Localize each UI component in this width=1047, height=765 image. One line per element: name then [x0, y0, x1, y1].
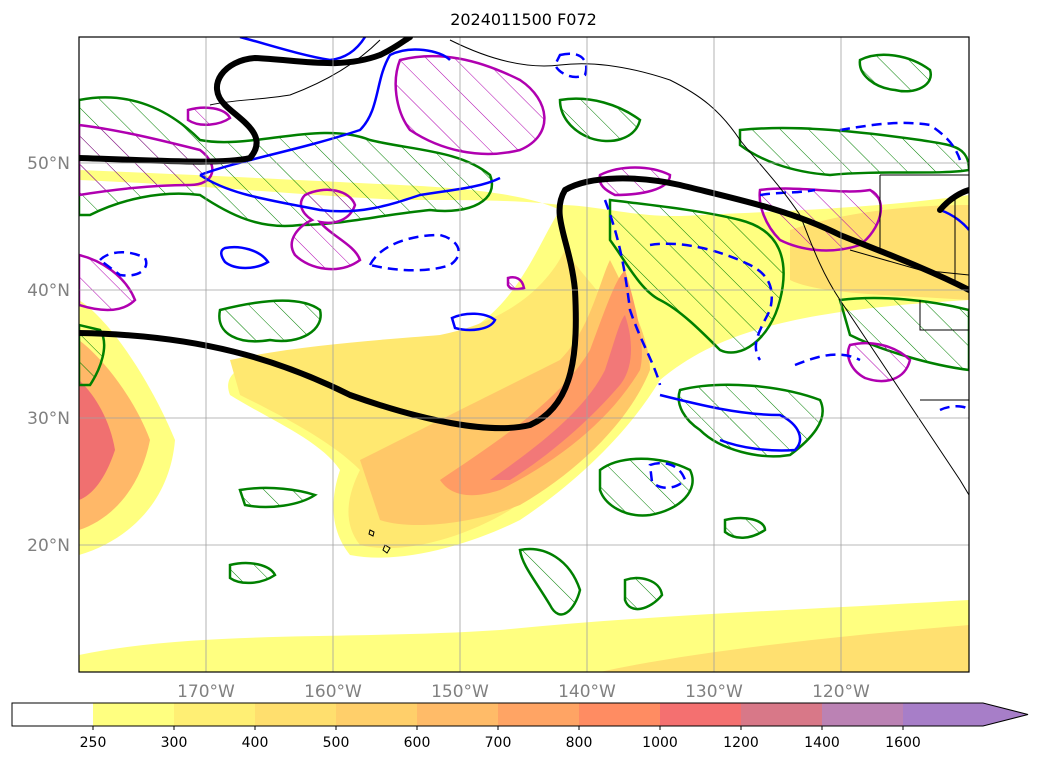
- blue-solid-contours: [199, 37, 969, 452]
- shade-bottom-band-2: [600, 625, 969, 672]
- colorbar-segment: [93, 703, 174, 726]
- graticule: [79, 37, 969, 672]
- colorbar-segment: [498, 703, 579, 726]
- colorbar: 250 300 400 500 600 700 800 1000 1200 1400 1600: [11, 702, 1029, 751]
- colorbar-tick-label: 600: [404, 735, 431, 751]
- lat-label-50n: 50°N: [27, 154, 70, 174]
- colorbar-segment: [417, 703, 498, 726]
- colorbar-segment: [903, 703, 1028, 726]
- colorbar-tick-label: 300: [161, 735, 188, 751]
- colorbar-segment-under: [12, 703, 93, 726]
- colorbar-segment: [741, 703, 822, 726]
- colorbar-segment: [255, 703, 336, 726]
- colorbar-tick-label: 400: [242, 735, 269, 751]
- lat-label-20n: 20°N: [27, 536, 70, 556]
- jet-axis-line: [79, 37, 969, 432]
- colorbar-tick-label: 1400: [804, 735, 840, 751]
- colorbar-tick-label: 700: [485, 735, 512, 751]
- shade-left-edge-3: [79, 380, 115, 500]
- lon-label-150w: 150°W: [431, 682, 489, 702]
- colorbar-tick-label: 250: [80, 735, 107, 751]
- chart-title: 2024011500 F072: [450, 10, 597, 29]
- colorbar-tick-label: 1200: [723, 735, 759, 751]
- blue-dashed-contours: [98, 52, 969, 489]
- lon-label-140w: 140°W: [558, 682, 616, 702]
- colorbar-tick-label: 1000: [642, 735, 678, 751]
- magenta-regions: [79, 54, 912, 383]
- colorbar-segment: [174, 703, 255, 726]
- colorbar-segment: [660, 703, 741, 726]
- colorbar-outline: [11, 702, 1029, 727]
- map-plot-area: [79, 37, 969, 672]
- lon-label-170w: 170°W: [177, 682, 235, 702]
- lon-label-130w: 130°W: [685, 682, 743, 702]
- map-frame: [78, 36, 970, 673]
- colorbar-tick-label: 800: [566, 735, 593, 751]
- shade-level-1000: [490, 315, 632, 480]
- colorbar-tick-label: 1600: [885, 735, 921, 751]
- colorbar-segment: [822, 703, 903, 726]
- lat-label-30n: 30°N: [27, 409, 70, 429]
- coastline: [209, 39, 969, 554]
- shade-level-500: [360, 260, 650, 525]
- lon-label-160w: 160°W: [304, 682, 362, 702]
- lat-label-40n: 40°N: [27, 281, 70, 301]
- colorbar-tick-label: 500: [323, 735, 350, 751]
- lon-label-120w: 120°W: [812, 682, 870, 702]
- colorbar-segment: [336, 703, 417, 726]
- colorbar-segment: [579, 703, 660, 726]
